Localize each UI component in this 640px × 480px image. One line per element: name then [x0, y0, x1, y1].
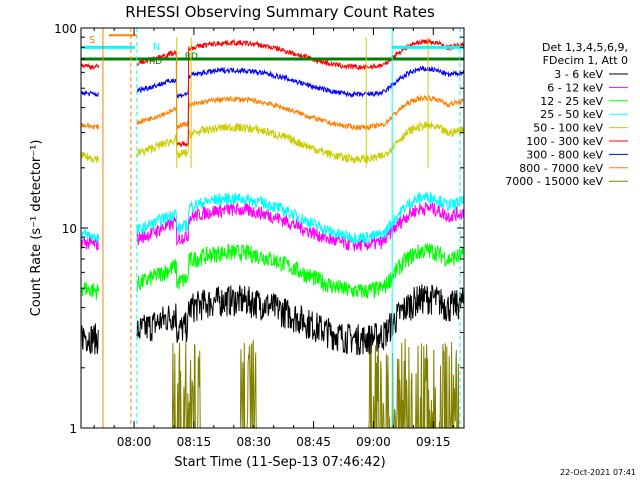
y-axis-label: Count Rate (s⁻¹ detector⁻¹) — [29, 140, 44, 317]
x-axis: 08:00 08:15 08:30 08:45 09:00 09:15 — [93, 28, 454, 449]
series-line — [136, 201, 464, 252]
flag-label: RD — [149, 57, 162, 67]
series-300-800keV — [80, 65, 464, 100]
x-tick-label: 08:00 — [117, 435, 152, 449]
series-line — [80, 62, 100, 71]
legend-entry-label: 50 - 100 keV — [533, 122, 603, 135]
series-line — [136, 65, 464, 100]
legend-entry-label: 6 - 12 keV — [547, 81, 603, 94]
series-line — [80, 323, 99, 355]
series-line — [80, 123, 100, 130]
series-25-50keV — [80, 191, 464, 245]
x-tick-label: 08:30 — [236, 435, 271, 449]
timestamp: 22-Oct-2021 07:41 — [560, 468, 636, 477]
flag-labels: S N RD RD — [89, 35, 198, 67]
y-tick-label: 1 — [69, 422, 77, 436]
x-tick-label: 09:15 — [416, 435, 451, 449]
series-line — [80, 90, 100, 98]
legend-header-line-2: FDecim 1, Att 0 — [543, 54, 628, 67]
y-axis: 1 10 100 — [54, 22, 464, 436]
flag-label: S — [89, 35, 95, 46]
legend-entry-label: 100 - 300 keV — [526, 135, 603, 148]
plot-content — [80, 28, 464, 429]
x-axis-label: Start Time (11-Sep-13 07:46:42) — [174, 455, 385, 470]
series-line — [80, 229, 100, 243]
series-line — [80, 151, 100, 164]
legend: Det 1,3,4,5,6,9, FDecim 1, Att 0 3 - 6 k… — [505, 41, 628, 188]
series-line — [136, 94, 464, 131]
series-3-6keV — [80, 284, 464, 356]
series-line — [136, 284, 464, 356]
series-line — [137, 338, 464, 429]
series-7000-15000keV — [81, 338, 464, 429]
chart-title: RHESSI Observing Summary Count Rates — [125, 3, 435, 21]
series-line — [136, 191, 464, 245]
legend-entry-label: 800 - 7000 keV — [519, 162, 603, 175]
legend-entry-label: 300 - 800 keV — [526, 148, 603, 161]
series-line — [136, 243, 464, 299]
series-50-100keV — [80, 121, 464, 165]
y-tick-label: 100 — [54, 22, 77, 36]
legend-entry-label: 3 - 6 keV — [554, 68, 603, 81]
legend-entry-label: 12 - 25 keV — [540, 95, 603, 108]
legend-entry-label: 7000 - 15000 keV — [505, 175, 603, 188]
series-800-7000keV — [80, 94, 464, 131]
x-tick-label: 09:00 — [356, 435, 391, 449]
x-tick-label: 08:45 — [296, 435, 331, 449]
x-tick-label: 08:15 — [177, 435, 212, 449]
y-tick-label: 10 — [62, 222, 77, 236]
series-line — [80, 281, 100, 300]
series-12-25keV — [80, 243, 464, 300]
series-line — [136, 121, 464, 165]
flag-label: N — [153, 42, 160, 53]
legend-header-line-1: Det 1,3,4,5,6,9, — [542, 41, 628, 54]
legend-entry-label: 25 - 50 keV — [540, 108, 603, 121]
flag-label: RD — [185, 52, 198, 62]
